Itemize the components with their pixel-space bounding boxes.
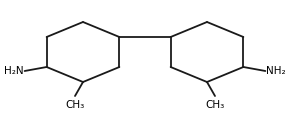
Text: CH₃: CH₃ (65, 100, 85, 110)
Text: NH₂: NH₂ (267, 66, 286, 76)
Text: CH₃: CH₃ (205, 100, 225, 110)
Text: H₂N: H₂N (4, 66, 23, 76)
